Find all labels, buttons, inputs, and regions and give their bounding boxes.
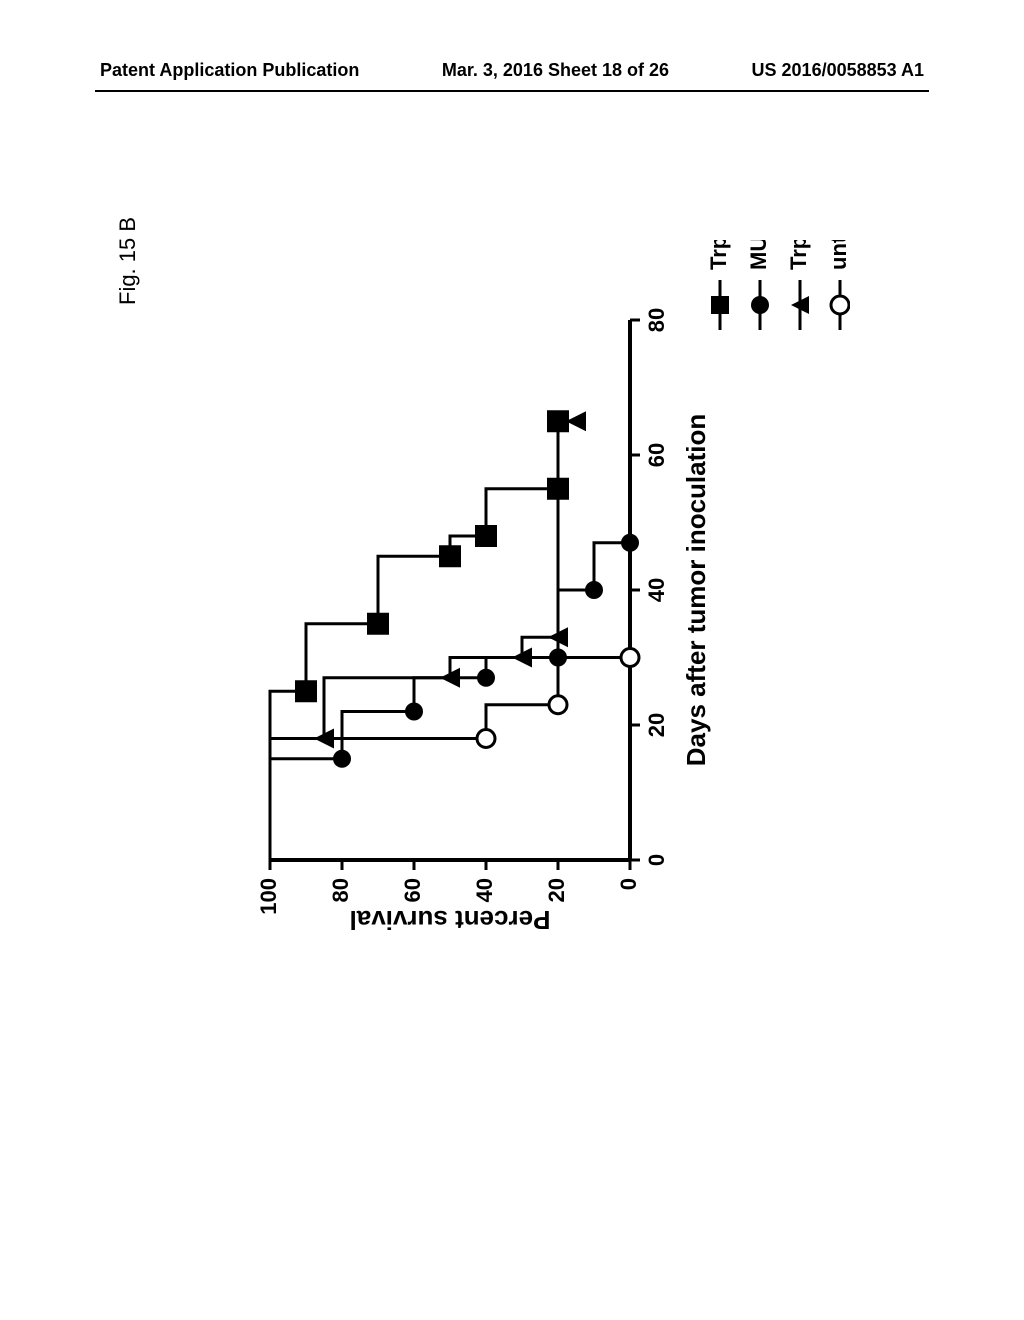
svg-text:Percent survival: Percent survival: [350, 905, 551, 935]
header-right: US 2016/0058853 A1: [752, 60, 924, 81]
header-center: Mar. 3, 2016 Sheet 18 of 26: [442, 60, 669, 81]
survival-chart: 0 20 40 60 80 0 20 40 60 80 100 Days after tumor in…: [210, 240, 850, 1040]
page-header: Patent Application Publication Mar. 3, 2…: [0, 60, 1024, 81]
svg-text:20: 20: [544, 878, 569, 902]
svg-text:80: 80: [328, 878, 353, 902]
svg-text:80: 80: [644, 308, 669, 332]
svg-text:0: 0: [644, 854, 669, 866]
svg-text:20: 20: [644, 713, 669, 737]
figure-label: Fig. 15 B: [115, 217, 141, 305]
header-left: Patent Application Publication: [100, 60, 359, 81]
svg-text:MUT30: MUT30: [746, 240, 771, 270]
header-rule: [95, 90, 929, 92]
svg-text:40: 40: [644, 578, 669, 602]
svg-text:untreated: untreated: [826, 240, 850, 270]
svg-text:Days after tumor inoculation: Days after tumor inoculation: [681, 414, 711, 767]
svg-text:40: 40: [472, 878, 497, 902]
svg-text:60: 60: [400, 878, 425, 902]
svg-text:Trp2: Trp2: [786, 240, 811, 270]
svg-text:60: 60: [644, 443, 669, 467]
svg-text:0: 0: [616, 878, 641, 890]
svg-text:Trp2 + MUT30: Trp2 + MUT30: [706, 240, 731, 270]
svg-text:100: 100: [256, 878, 281, 915]
